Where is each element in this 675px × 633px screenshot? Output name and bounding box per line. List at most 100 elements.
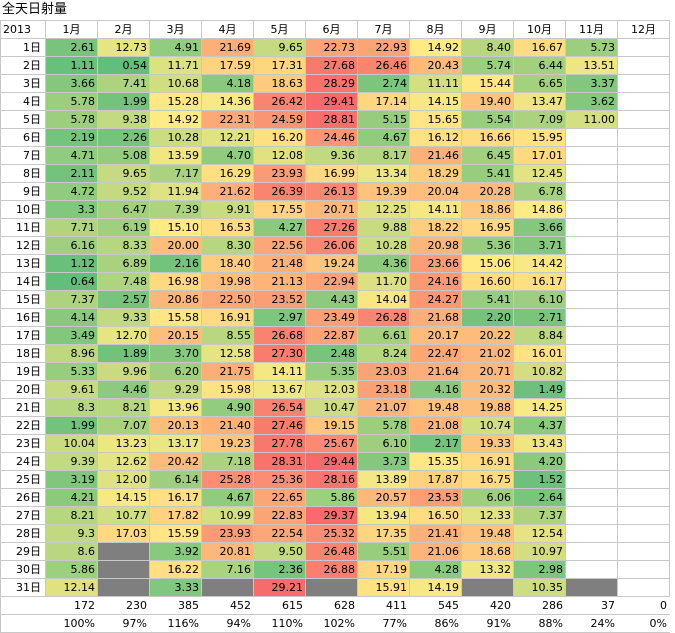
value-cell: 15.95 [513,128,566,147]
value-cell: 8.24 [357,344,410,363]
value-cell: 26.88 [305,560,358,579]
empty-cell [617,452,670,471]
value-cell: 8.55 [201,326,254,345]
empty-cell [565,362,618,381]
day-label: 18日 [0,344,46,363]
empty-cell [565,164,618,183]
month-header: 1月 [45,20,98,39]
day-label: 9日 [0,182,46,201]
total-cell: 452 [201,596,254,615]
value-cell: 5.41 [461,290,514,309]
value-cell: 4.36 [357,254,410,273]
value-cell: 2.64 [513,488,566,507]
day-label: 2日 [0,56,46,75]
value-cell: 16.91 [461,452,514,471]
value-cell: 9.3 [45,524,98,543]
value-cell: 20.17 [409,326,462,345]
value-cell: 11.70 [357,272,410,291]
value-cell: 3.71 [513,236,566,255]
value-cell: 17.19 [357,560,410,579]
no-data-cell: - [565,578,618,597]
no-data-cell: - [461,578,514,597]
value-cell: 13.47 [513,92,566,111]
value-cell: 24.27 [409,290,462,309]
value-cell: 4.18 [201,74,254,93]
value-cell: 4.90 [201,398,254,417]
month-header: 4月 [201,20,254,39]
value-cell: 6.61 [357,326,410,345]
value-cell: 8.3 [45,398,98,417]
day-label: 6日 [0,128,46,147]
value-cell: 2.98 [513,560,566,579]
day-row: 8日 2.11 9.65 7.17 16.29 23.93 16.99 13.34 18.29 5… [0,164,670,183]
percent-cell: 24% [565,614,618,633]
day-label: 17日 [0,326,46,345]
value-cell: 5.73 [565,38,618,57]
value-cell: 29.21 [253,578,306,597]
value-cell: 16.53 [201,218,254,237]
day-label: 7日 [0,146,46,165]
value-cell: 5.86 [305,488,358,507]
value-cell: 9.96 [97,362,150,381]
value-cell: 4.91 [149,38,202,57]
empty-cell [565,272,618,291]
value-cell: 10.47 [305,398,358,417]
value-cell: 13.23 [97,434,150,453]
day-row: 22日 1.99 7.07 20.13 21.40 27.46 19.15 5.78 21.08… [0,416,670,435]
value-cell: 5.78 [45,110,98,129]
value-cell: 19.40 [461,92,514,111]
value-cell: 2.74 [357,74,410,93]
value-cell: 20.57 [357,488,410,507]
value-cell: 25.67 [305,434,358,453]
value-cell: 22.87 [305,326,358,345]
value-cell: 3.66 [45,74,98,93]
value-cell: 22.83 [253,506,306,525]
value-cell: 26.13 [305,182,358,201]
day-row: 14日 0.64 7.48 16.98 19.98 21.13 22.94 11.70 24.1… [0,272,670,291]
value-cell: 6.89 [97,254,150,273]
empty-cell [565,182,618,201]
value-cell: 6.16 [45,236,98,255]
value-cell: 24.59 [253,110,306,129]
value-cell: 9.52 [97,182,150,201]
value-cell: 1.89 [97,344,150,363]
empty-cell [617,434,670,453]
empty-cell [565,488,618,507]
value-cell: 9.39 [45,452,98,471]
value-cell: 23.52 [253,290,306,309]
value-cell: 14.86 [513,200,566,219]
value-cell: 1.11 [45,56,98,75]
value-cell: 4.70 [201,146,254,165]
value-cell: 11.71 [149,56,202,75]
day-row: 28日 9.3 17.03 15.59 23.93 22.54 25.32 17.35 21.4… [0,524,670,543]
total-cell: 0 [617,596,670,615]
day-row: 16日 4.14 9.33 15.58 16.91 2.97 23.49 26.28 21.68… [0,308,670,327]
header-row: 2013 1月 2月 3月 4月 5月 6月 7月 8月 9月 10月 11月 12月 [0,20,670,39]
value-cell: 18.68 [461,542,514,561]
value-cell: 15.44 [461,74,514,93]
value-cell: 19.98 [201,272,254,291]
value-cell: 22.56 [253,236,306,255]
day-row: 29日 8.6-3.92 20.81 9.50 26.48 5.51 21.06 18.68 1… [0,542,670,561]
value-cell: 23.53 [409,488,462,507]
empty-cell [565,200,618,219]
value-cell: 10.28 [149,128,202,147]
day-row: 30日 5.86-16.22 7.16 2.36 26.88 17.19 4.28 13.32… [0,560,670,579]
empty-cell [565,146,618,165]
value-cell: 21.13 [253,272,306,291]
empty-cell [617,110,670,129]
value-cell: 16.98 [149,272,202,291]
value-cell: 6.10 [357,434,410,453]
value-cell: 13.34 [357,164,410,183]
value-cell: 16.60 [461,272,514,291]
value-cell: 15.58 [149,308,202,327]
value-cell: 7.48 [97,272,150,291]
value-cell: 15.65 [409,110,462,129]
value-cell: 8.33 [97,236,150,255]
empty-cell [617,272,670,291]
value-cell: 7.71 [45,218,98,237]
percent-cell: 100% [45,614,98,633]
value-cell: 1.99 [45,416,98,435]
value-cell: 5.51 [357,542,410,561]
value-cell: 2.61 [45,38,98,57]
